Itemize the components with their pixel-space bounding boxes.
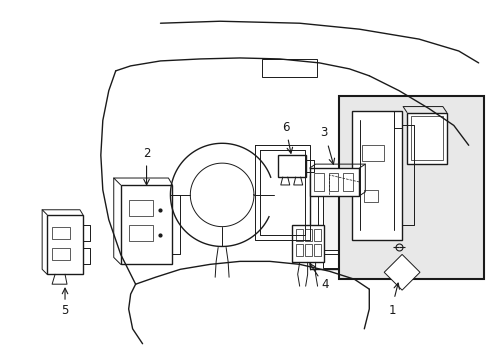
Bar <box>352 111 401 239</box>
Text: 4: 4 <box>321 278 328 291</box>
Text: 2: 2 <box>142 147 150 160</box>
Bar <box>304 229 311 240</box>
Bar <box>343 173 353 191</box>
Bar <box>52 227 70 239</box>
Bar <box>406 113 446 164</box>
Bar <box>121 185 172 264</box>
Bar <box>47 215 83 274</box>
Polygon shape <box>384 255 419 290</box>
Bar <box>362 145 384 161</box>
Bar <box>313 244 320 256</box>
Text: 3: 3 <box>319 126 326 139</box>
Bar <box>339 96 483 279</box>
Bar <box>304 244 311 256</box>
Bar <box>291 225 323 262</box>
Bar <box>295 244 302 256</box>
Bar <box>364 190 377 202</box>
Bar <box>128 200 152 216</box>
Bar <box>128 225 152 240</box>
Text: 1: 1 <box>387 305 395 318</box>
Bar <box>322 255 405 268</box>
Bar <box>52 248 70 260</box>
Bar <box>328 173 338 191</box>
Bar <box>277 155 305 177</box>
Text: 6: 6 <box>282 121 289 134</box>
Bar <box>410 117 442 160</box>
Bar <box>295 229 302 240</box>
Bar <box>309 168 359 196</box>
Bar <box>262 59 316 77</box>
Bar <box>322 187 405 251</box>
Bar <box>317 182 410 261</box>
Bar <box>313 229 320 240</box>
Bar <box>313 173 323 191</box>
Text: 5: 5 <box>61 305 69 318</box>
Bar <box>309 175 418 269</box>
